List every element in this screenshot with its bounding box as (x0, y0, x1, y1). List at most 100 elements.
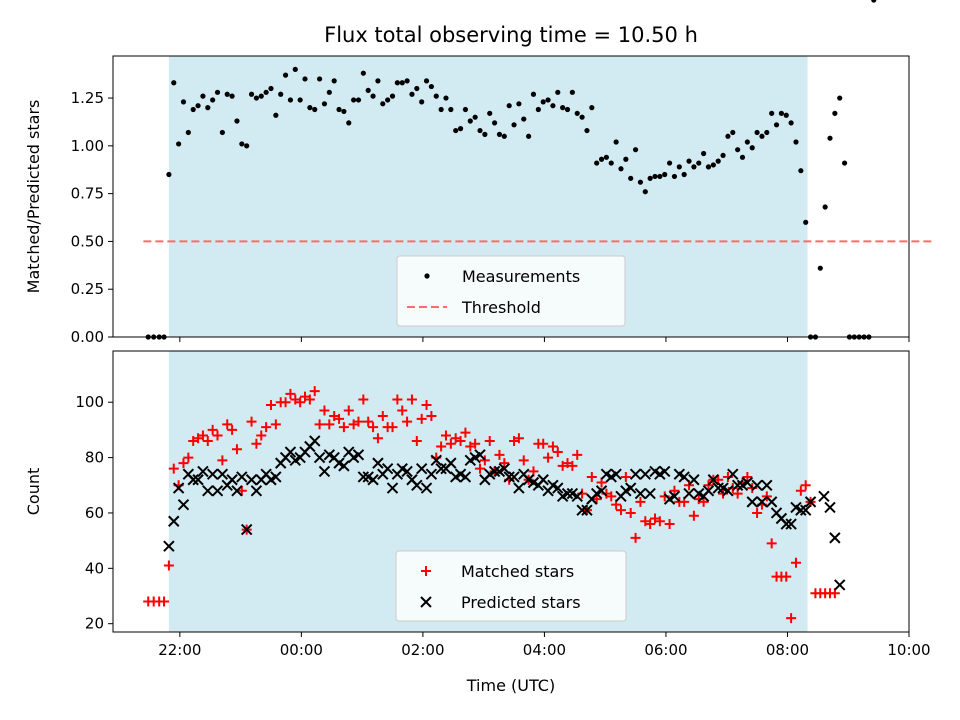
data-point (741, 476, 754, 489)
data-point (436, 441, 447, 452)
legend-box (396, 255, 626, 327)
x-tick-label: 04:00 (523, 641, 566, 659)
data-point (615, 505, 626, 516)
data-point (795, 485, 806, 496)
data-point (817, 265, 823, 271)
data-point (727, 468, 739, 480)
y-tick-label: 20 (85, 615, 104, 633)
data-point (475, 463, 486, 474)
data-point (569, 89, 575, 95)
y-tick-label: 0.00 (71, 328, 104, 346)
data-point (712, 482, 724, 494)
data-point (460, 427, 471, 438)
x-tick-label: 10:00 (887, 641, 930, 659)
data-point (163, 540, 175, 552)
data-point (171, 80, 177, 86)
data-point (338, 460, 350, 472)
data-point (739, 154, 746, 160)
data-point (419, 99, 425, 105)
data-point (389, 93, 396, 99)
data-point (219, 129, 225, 136)
data-point (263, 89, 269, 95)
y-tick-label: 0.75 (71, 185, 104, 203)
data-point (829, 532, 841, 544)
data-point (632, 147, 639, 153)
data-point (440, 430, 451, 441)
data-point (445, 438, 456, 449)
data-point (352, 449, 365, 461)
data-point (307, 105, 313, 111)
data-point (443, 95, 449, 101)
data-point (567, 460, 578, 471)
data-point (765, 496, 778, 508)
y-axis-label: Count (24, 468, 43, 516)
data-point (425, 468, 438, 480)
data-point (316, 76, 323, 82)
data-point (326, 89, 332, 95)
y-tick-label: 40 (85, 559, 104, 577)
data-point (375, 78, 381, 84)
data-point (206, 468, 219, 480)
data-point (552, 482, 564, 494)
data-point (639, 468, 651, 480)
data-point (211, 485, 224, 497)
data-point (561, 487, 574, 500)
data-point (302, 76, 308, 82)
data-point (630, 532, 641, 543)
x-tick-label: 00:00 (280, 641, 323, 659)
series-measurements (145, 0, 877, 340)
data-point (210, 97, 216, 103)
data-point (411, 479, 423, 491)
x-tick-label: 02:00 (401, 641, 444, 659)
data-point (746, 496, 758, 508)
data-point (783, 112, 789, 118)
data-point (195, 103, 201, 109)
data-point (295, 397, 306, 408)
y-tick-label: 1.25 (71, 89, 104, 107)
data-point (832, 110, 838, 116)
data-point (278, 91, 284, 97)
data-point (488, 465, 501, 478)
data-point (834, 579, 846, 591)
legend-label: Matched stars (461, 562, 574, 581)
data-point (722, 485, 734, 497)
data-point (503, 471, 515, 483)
data-point (392, 394, 403, 405)
data-point (824, 501, 836, 514)
x-tick-label: 08:00 (766, 641, 809, 659)
data-point (773, 122, 780, 128)
data-point (270, 419, 281, 430)
data-point (231, 485, 243, 497)
data-point (185, 129, 191, 136)
data-point (804, 496, 817, 508)
data-point (702, 485, 715, 497)
data-point (477, 127, 483, 134)
data-point (705, 164, 712, 170)
data-point (487, 110, 493, 116)
data-point (781, 571, 792, 582)
data-point (494, 449, 505, 460)
data-point (402, 416, 413, 427)
data-point (516, 101, 522, 107)
data-point (676, 164, 682, 170)
data-point (197, 465, 209, 478)
data-point (406, 394, 417, 405)
data-point (837, 95, 843, 101)
data-point (284, 446, 297, 458)
data-point (229, 93, 235, 99)
data-point (686, 158, 692, 164)
data-point (292, 66, 298, 72)
data-point (453, 127, 459, 134)
data-point (764, 129, 770, 136)
data-point (668, 490, 681, 503)
data-point (786, 613, 797, 624)
data-point (433, 93, 439, 99)
data-point (691, 164, 697, 170)
data-point (304, 394, 315, 405)
data-point (394, 80, 400, 86)
data-point (657, 173, 663, 180)
data-point (338, 422, 349, 433)
data-point (644, 487, 656, 500)
data-point (172, 482, 185, 494)
data-point (180, 99, 187, 105)
